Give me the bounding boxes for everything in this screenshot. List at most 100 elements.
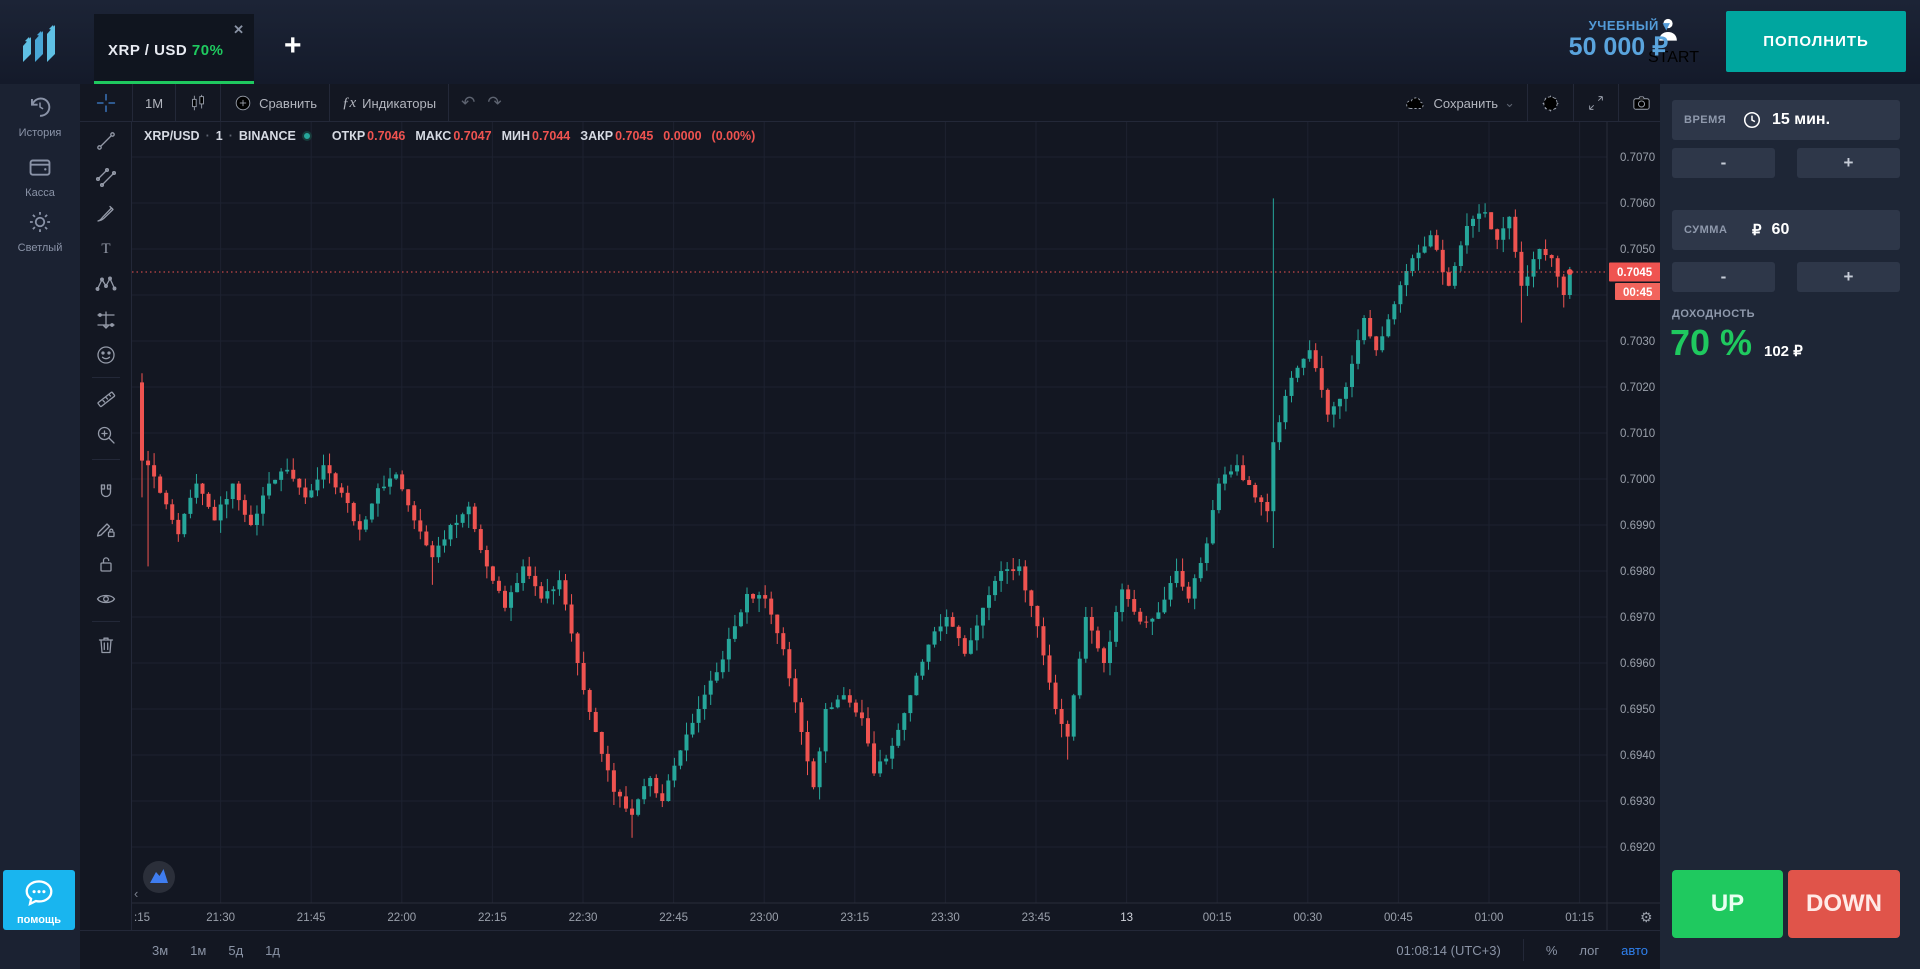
undo-button[interactable]: ↶: [461, 93, 476, 112]
svg-text:0.6950: 0.6950: [1620, 704, 1655, 716]
save-layout-button[interactable]: Сохранить ⌄: [1393, 91, 1527, 115]
svg-text:23:15: 23:15: [840, 912, 869, 924]
app-logo-icon: [23, 25, 55, 62]
time-axis[interactable]: :15 21:30 21:45 22:00 22:15 22:30 22:45 23:00 23…: [134, 909, 1653, 925]
sidebar-item-history[interactable]: История: [0, 94, 80, 139]
percent-scale-toggle[interactable]: %: [1545, 942, 1558, 958]
user-icon: [1659, 18, 1677, 41]
measure-tool[interactable]: [95, 388, 117, 410]
exchange-watermark-icon: [143, 861, 175, 893]
time-increase-button[interactable]: +: [1797, 148, 1900, 178]
redo-button[interactable]: ↷: [487, 93, 502, 112]
help-button[interactable]: помощь: [3, 870, 75, 930]
time-axis-settings-icon[interactable]: ⚙: [1640, 909, 1653, 925]
interval-button[interactable]: 1М: [145, 95, 164, 111]
pattern-tool[interactable]: [95, 273, 117, 295]
svg-text:0.7050: 0.7050: [1620, 244, 1655, 256]
auto-scale-toggle[interactable]: авто: [1621, 942, 1648, 958]
ohlc-low: 0.7044: [532, 129, 571, 143]
legend-exchange: BINANCE: [238, 129, 296, 143]
gann-fib-tool[interactable]: [95, 166, 117, 188]
clock-timezone[interactable]: 01:08:14 (UTC+3): [1396, 942, 1501, 958]
amount-increase-button[interactable]: +: [1797, 262, 1900, 292]
magnet-tool[interactable]: [95, 482, 117, 504]
up-button[interactable]: UP: [1672, 870, 1783, 938]
new-tab-button[interactable]: +: [284, 29, 302, 62]
drawing-mode-tool[interactable]: [95, 518, 117, 540]
lock-drawings-tool[interactable]: [95, 553, 117, 575]
projection-tool[interactable]: [95, 309, 117, 331]
payout-label: ДОХОДНОСТЬ: [1672, 308, 1756, 320]
time-field[interactable]: ВРЕМЯ 15 мин.: [1672, 100, 1900, 140]
range-5d[interactable]: 5д: [228, 942, 244, 958]
range-1d[interactable]: 1д: [265, 942, 280, 958]
sidebar-item-theme[interactable]: Светлый: [0, 209, 80, 254]
svg-text:00:30: 00:30: [1293, 912, 1322, 924]
remove-drawings-tool[interactable]: [95, 634, 117, 656]
crosshair-tool[interactable]: [80, 92, 132, 114]
svg-text:0.6990: 0.6990: [1620, 520, 1655, 532]
brush-tool[interactable]: [95, 202, 117, 224]
asset-tab[interactable]: XRP / USD 70% ✕: [94, 14, 254, 84]
svg-text:0.6920: 0.6920: [1620, 842, 1655, 854]
zoom-in-tool[interactable]: [95, 424, 117, 446]
fullscreen-button[interactable]: [1574, 91, 1618, 115]
svg-text:0.6960: 0.6960: [1620, 658, 1655, 670]
chart-settings-button[interactable]: [1528, 91, 1573, 115]
down-button[interactable]: DOWN: [1788, 870, 1900, 938]
chart-grid: [129, 122, 1607, 903]
close-tab-icon[interactable]: ✕: [233, 22, 244, 37]
chart-legend: XRP/USD · 1 · BINANCE ОТКР 0.7046 МАКС 0.7…: [144, 129, 756, 143]
range-3m[interactable]: 3м: [152, 942, 169, 958]
amount-decrease-button[interactable]: -: [1672, 262, 1775, 292]
legend-interval: 1: [215, 129, 223, 143]
svg-text:0.7020: 0.7020: [1620, 382, 1655, 394]
svg-text:0.7000: 0.7000: [1620, 474, 1655, 486]
compare-plus-icon: [235, 95, 251, 111]
svg-text:0.7060: 0.7060: [1620, 198, 1655, 210]
candle-countdown: [1615, 283, 1672, 300]
top-bar: XRP / USD 70% ✕ + START УЧЕБНЫЙ ▾ 50 000…: [0, 0, 1920, 84]
account-avatar[interactable]: START: [1648, 14, 1699, 67]
market-status-icon[interactable]: [301, 131, 312, 141]
ohlc-close: 0.7045: [615, 129, 654, 143]
legend-symbol[interactable]: XRP/USD: [144, 129, 200, 143]
sidebar-item-cashier[interactable]: Касса: [0, 154, 80, 199]
account-type-dropdown[interactable]: УЧЕБНЫЙ ▾: [1588, 18, 1670, 33]
cloud-icon: [1406, 97, 1424, 109]
snapshot-button[interactable]: [1619, 91, 1664, 115]
fullscreen-icon: [1589, 96, 1603, 110]
compare-button[interactable]: Сравнить: [221, 91, 329, 115]
time-decrease-button[interactable]: -: [1672, 148, 1775, 178]
svg-text:21:45: 21:45: [297, 912, 326, 924]
emoji-tool[interactable]: [95, 344, 117, 366]
hide-drawings-tool[interactable]: [95, 588, 117, 610]
fx-icon: ƒx: [342, 94, 357, 111]
svg-text:01:15: 01:15: [1565, 912, 1594, 924]
chart-plot-area[interactable]: XRP/USD · 1 · BINANCE ОТКР 0.7046 МАКС 0.7…: [129, 122, 1672, 930]
svg-text:22:00: 22:00: [387, 912, 416, 924]
amount-value: 60: [1771, 221, 1790, 238]
history-icon: [31, 97, 51, 117]
chart-style-button[interactable]: [176, 91, 220, 115]
last-price-dot: [1566, 269, 1573, 275]
indicators-button[interactable]: ƒx Индикаторы: [342, 94, 437, 111]
amount-field[interactable]: СУММА ₽ 60: [1672, 210, 1900, 250]
range-1m[interactable]: 1м: [190, 942, 207, 958]
text-tool[interactable]: T: [95, 237, 117, 259]
log-scale-toggle[interactable]: лог: [1579, 942, 1600, 958]
asset-tab-label: XRP / USD 70%: [108, 42, 224, 59]
svg-text:0.7010: 0.7010: [1620, 428, 1655, 440]
collapse-sidebar-handle[interactable]: ‹: [134, 886, 138, 901]
trend-line-tool[interactable]: [95, 130, 117, 152]
payout-percent: 70 %: [1670, 322, 1753, 363]
sidebar-item-label: Касса: [25, 187, 55, 199]
svg-text:23:30: 23:30: [931, 912, 960, 924]
candles-icon: [192, 94, 204, 111]
svg-text:13: 13: [1120, 912, 1133, 924]
deposit-button[interactable]: ПОПОЛНИТЬ: [1726, 11, 1906, 72]
candlestick-chart[interactable]: ‹0.70700.70600.70500.70400.70300.70200.7…: [129, 122, 1672, 930]
amount-field-label: СУММА: [1684, 224, 1728, 236]
price-axis[interactable]: 0.70700.70600.70500.70400.70300.70200.70…: [1620, 152, 1655, 854]
trade-panel: ВРЕМЯ 15 мин. - + СУММА ₽ 60 - + ДОХОДНО…: [1660, 84, 1920, 969]
